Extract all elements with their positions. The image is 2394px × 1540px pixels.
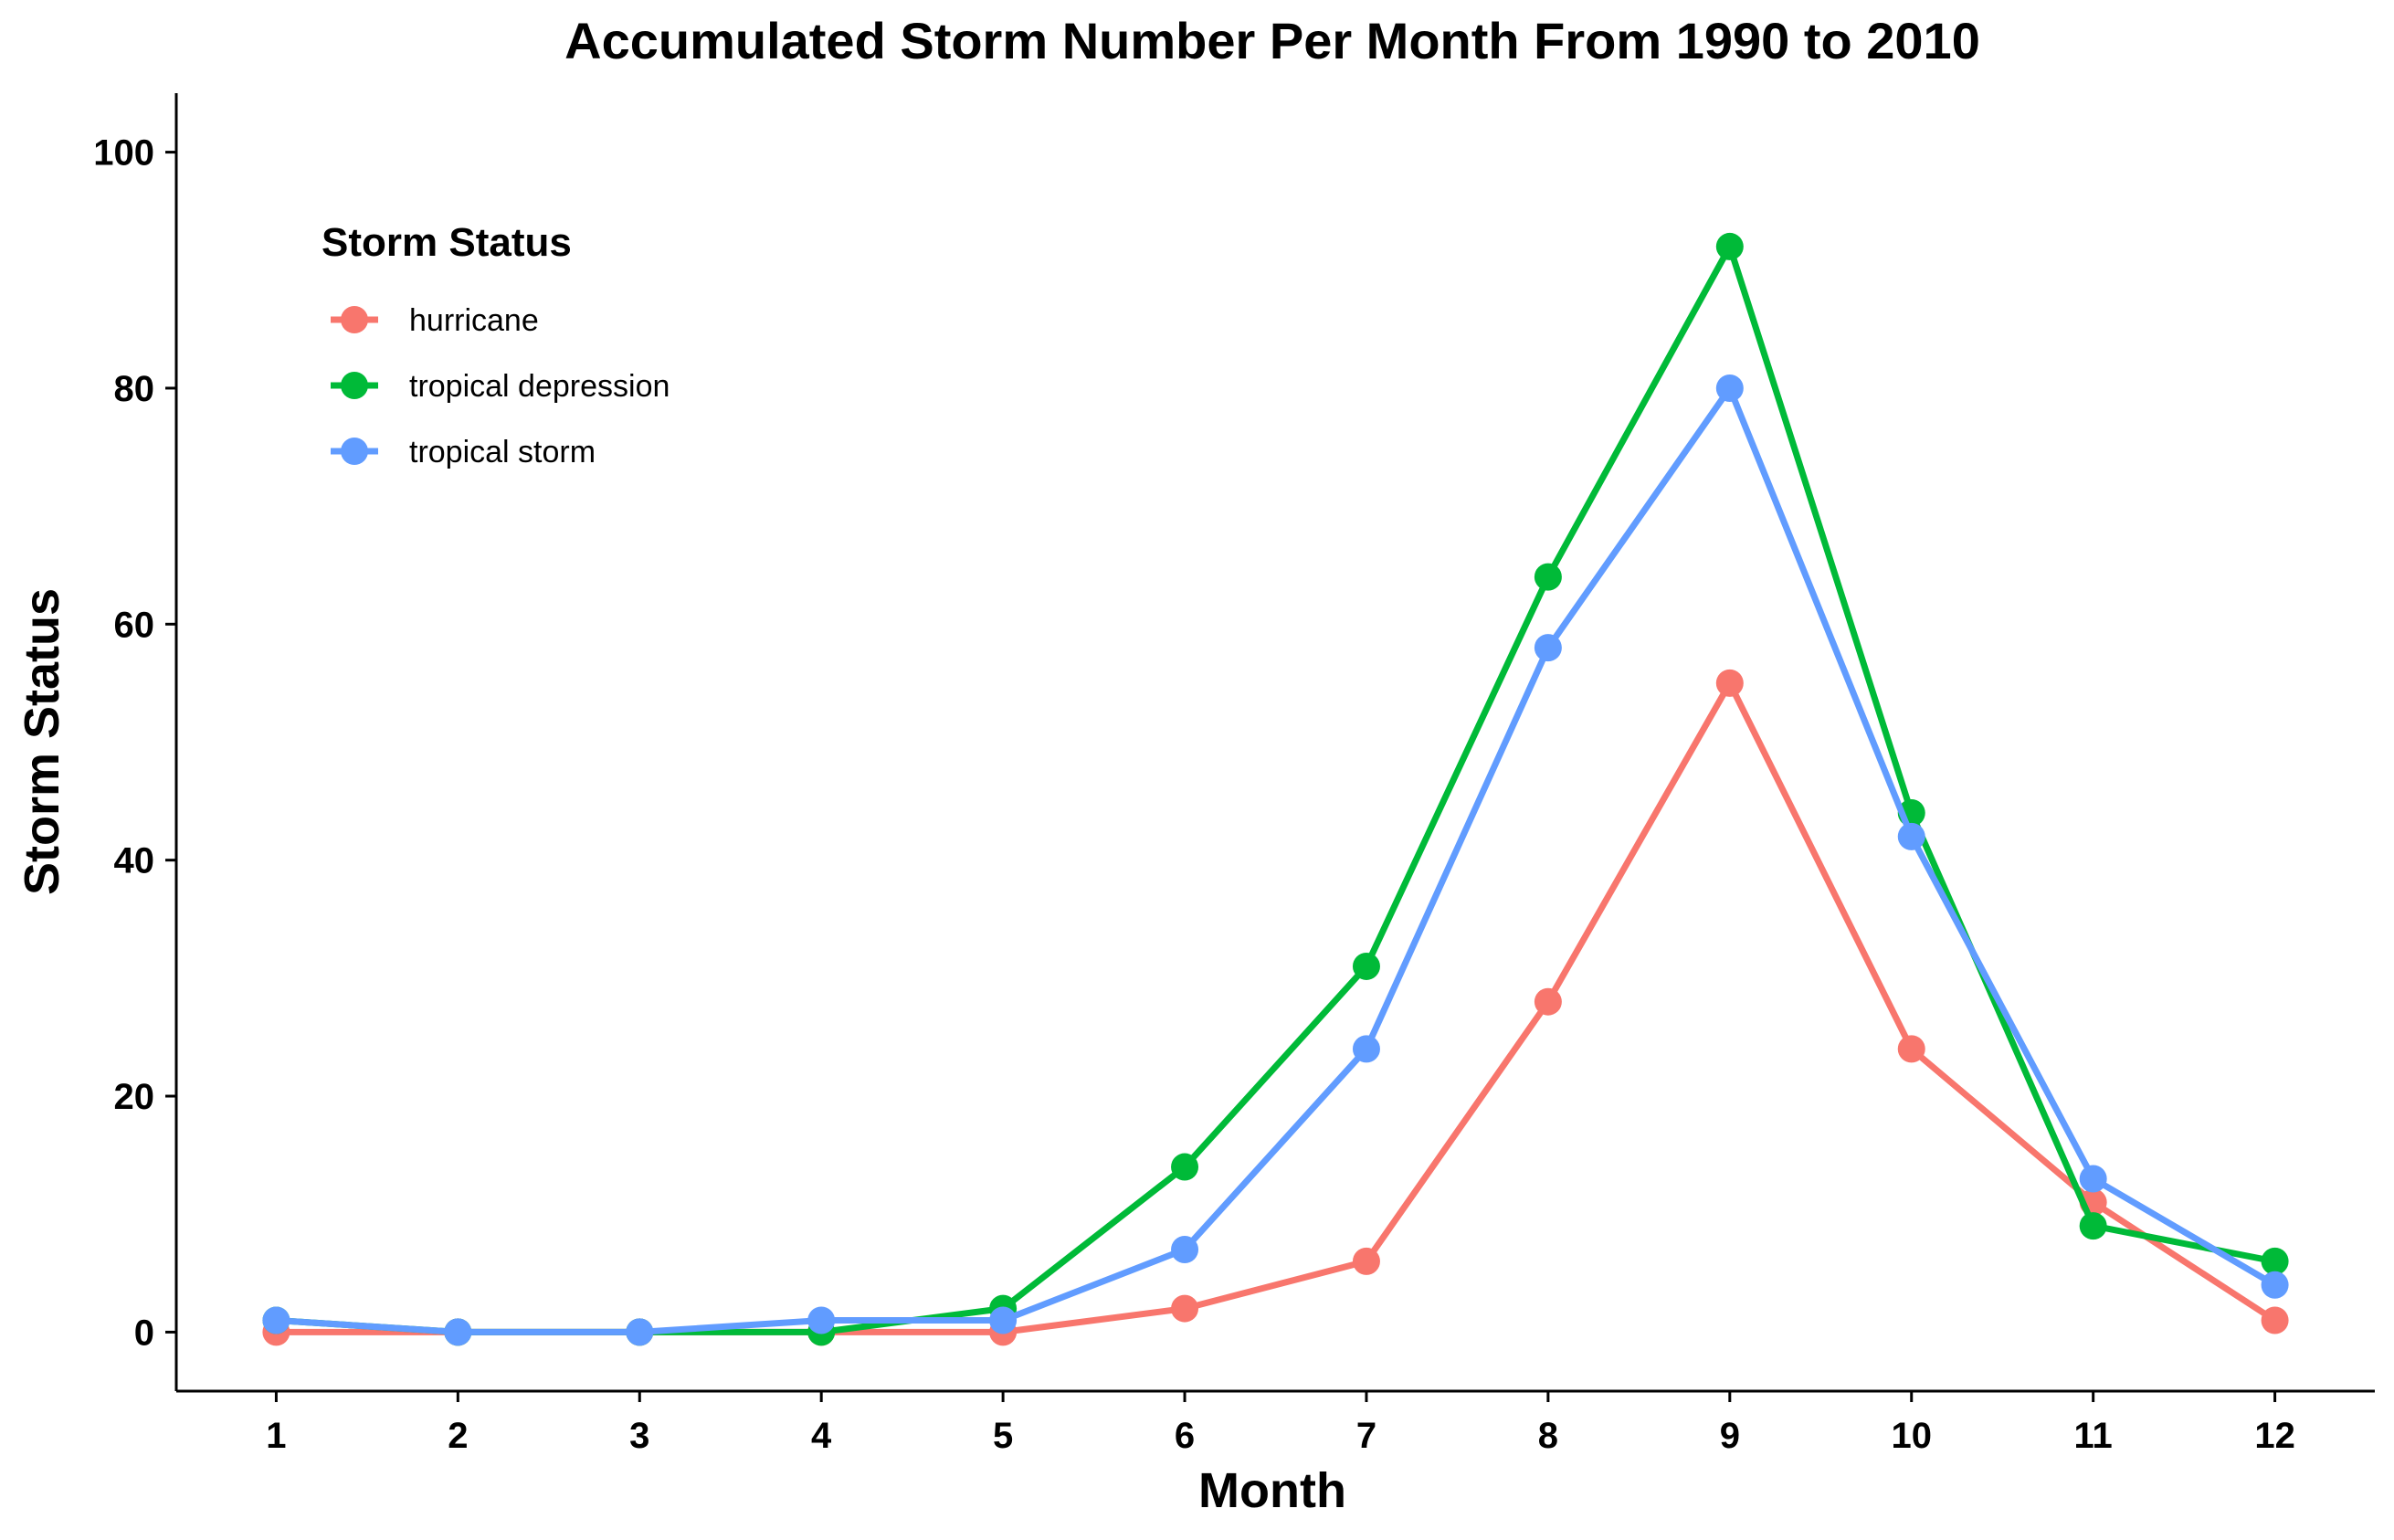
- y-tick-label: 0: [134, 1313, 154, 1353]
- legend-swatch-point: [341, 372, 368, 399]
- data-point-tropical-storm: [444, 1318, 472, 1346]
- axes: [174, 93, 2375, 1393]
- x-tick-label: 10: [1891, 1416, 1932, 1456]
- y-tick-label: 20: [114, 1077, 155, 1117]
- x-tick-label: 6: [1175, 1416, 1195, 1456]
- data-point-tropical-storm: [989, 1306, 1018, 1334]
- legend-swatch-point: [341, 306, 368, 333]
- data-point-tropical-storm: [262, 1306, 290, 1334]
- series-line-tropical-depression: [272, 243, 2279, 1335]
- data-point-tropical-storm: [1715, 374, 1744, 402]
- legend-label: hurricane: [409, 303, 539, 338]
- data-point-tropical-storm: [1897, 822, 1925, 850]
- data-point-tropical-depression: [1534, 563, 1562, 591]
- data-point-hurricane: [1171, 1294, 1199, 1323]
- data-point-tropical-storm: [626, 1318, 654, 1346]
- series-line-hurricane: [272, 680, 2279, 1335]
- legend-item-tropical-depression: tropical depression: [331, 369, 670, 404]
- y-ticks: 0 20 40 60 80 100: [93, 133, 176, 1353]
- data-point-tropical-storm: [1534, 634, 1562, 662]
- y-axis-title: Storm Status: [15, 588, 69, 895]
- data-point-hurricane: [1352, 1247, 1380, 1275]
- data-point-hurricane: [1715, 669, 1744, 697]
- data-point-tropical-storm: [2079, 1165, 2107, 1193]
- legend: Storm Status hurricane tropical depressio…: [322, 220, 670, 469]
- legend-item-hurricane: hurricane: [331, 303, 539, 338]
- series-layer: [262, 232, 2289, 1346]
- x-ticks: 1 2 3 4 5 6 7 8 9 10 11 12: [266, 1391, 2295, 1456]
- data-point-hurricane: [1534, 987, 1562, 1016]
- x-tick-label: 7: [1356, 1416, 1376, 1456]
- data-point-tropical-depression: [1352, 952, 1380, 980]
- chart-title: Accumulated Storm Number Per Month From …: [564, 12, 1980, 69]
- series-tropical-storm: [262, 374, 2289, 1346]
- data-point-hurricane: [1897, 1035, 1925, 1063]
- series-hurricane: [262, 669, 2289, 1346]
- x-tick-label: 1: [266, 1416, 286, 1456]
- y-tick-label: 60: [114, 605, 155, 645]
- data-point-tropical-depression: [1715, 232, 1744, 260]
- x-tick-label: 4: [811, 1416, 832, 1456]
- legend-item-tropical-storm: tropical storm: [331, 435, 596, 469]
- data-point-tropical-depression: [2079, 1212, 2107, 1240]
- legend-label: tropical depression: [409, 369, 670, 404]
- data-point-tropical-storm: [2261, 1271, 2289, 1299]
- x-tick-label: 5: [993, 1416, 1013, 1456]
- x-tick-label: 9: [1720, 1416, 1740, 1456]
- legend-swatch-point: [341, 438, 368, 465]
- data-point-tropical-storm: [807, 1306, 836, 1334]
- legend-items: hurricane tropical depression tropical sto…: [331, 303, 670, 469]
- legend-label: tropical storm: [409, 435, 596, 469]
- y-tick-label: 100: [93, 133, 154, 174]
- data-point-tropical-storm: [1171, 1235, 1199, 1263]
- x-tick-label: 12: [2254, 1416, 2295, 1456]
- data-point-tropical-depression: [1171, 1153, 1199, 1181]
- x-tick-label: 3: [629, 1416, 649, 1456]
- y-tick-label: 80: [114, 369, 155, 409]
- x-tick-label: 11: [2074, 1416, 2113, 1456]
- x-axis-title: Month: [1198, 1463, 1346, 1518]
- x-tick-label: 8: [1538, 1416, 1558, 1456]
- data-point-hurricane: [2261, 1306, 2289, 1334]
- data-point-tropical-storm: [1352, 1035, 1380, 1063]
- data-point-tropical-depression: [2261, 1247, 2289, 1275]
- series-line-tropical-storm: [272, 385, 2279, 1335]
- legend-title: Storm Status: [322, 220, 572, 265]
- x-tick-label: 2: [448, 1416, 468, 1456]
- y-tick-label: 40: [114, 841, 155, 881]
